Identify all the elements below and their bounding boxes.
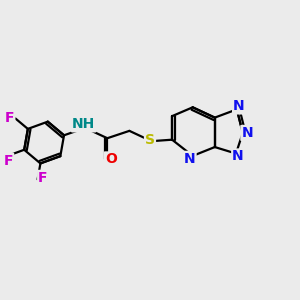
Text: N: N <box>232 149 244 164</box>
Text: N: N <box>233 99 245 113</box>
Text: O: O <box>105 152 117 167</box>
Text: NH: NH <box>72 117 95 131</box>
Text: F: F <box>5 112 14 125</box>
Text: N: N <box>184 152 196 166</box>
Text: F: F <box>4 154 13 168</box>
Text: F: F <box>38 171 48 185</box>
Text: N: N <box>242 126 253 140</box>
Text: S: S <box>145 133 155 147</box>
